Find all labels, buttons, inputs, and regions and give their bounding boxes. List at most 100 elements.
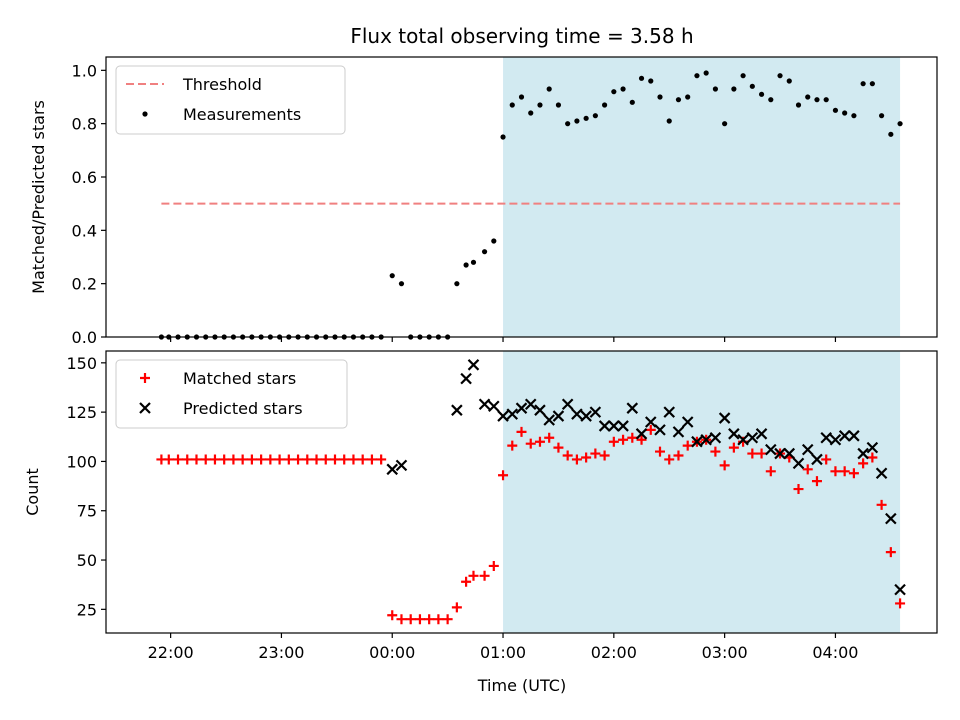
- x-tick-label: 23:00: [258, 643, 304, 662]
- matched-star-point: [451, 602, 462, 613]
- matched-star-point: [599, 450, 610, 461]
- series-x: [386, 359, 906, 596]
- x-tick-label: 04:00: [812, 643, 858, 662]
- matched-star-point: [719, 460, 730, 471]
- matched-star-point: [479, 570, 490, 581]
- matched-star-point: [396, 614, 407, 625]
- matched-star-point: [525, 438, 536, 449]
- predicted-star-point: [561, 398, 574, 411]
- predicted-star-point: [848, 430, 860, 442]
- matched-star-point: [645, 424, 656, 435]
- top-panel-ylabel: Matched/Predicted stars: [29, 100, 48, 294]
- axes-frame: [105, 56, 938, 338]
- matched-star-point: [357, 454, 368, 465]
- measurement-point: [823, 97, 829, 103]
- predicted-star-point: [838, 430, 851, 442]
- matched-star-point: [802, 464, 813, 475]
- x-axis-label: Time (UTC): [477, 676, 566, 695]
- matched-star-point: [320, 454, 331, 465]
- matched-star-point: [182, 454, 193, 465]
- matched-star-point: [839, 466, 850, 477]
- predicted-star-point: [866, 441, 879, 454]
- matched-star-point: [507, 440, 518, 451]
- predicted-star-point: [792, 457, 805, 470]
- matched-star-point: [747, 448, 758, 459]
- predicted-star-point: [478, 398, 491, 411]
- measurement-point: [463, 262, 469, 268]
- measurement-point: [518, 94, 525, 100]
- matched-star-point: [200, 454, 211, 465]
- predicted-star-point: [506, 408, 519, 420]
- matched-star-point: [627, 432, 638, 443]
- y-tick-label: 0.8: [72, 115, 97, 134]
- predicted-star-point: [488, 400, 500, 412]
- matched-star-point: [293, 454, 304, 465]
- observing-window-span: [503, 351, 901, 633]
- predicted-star-point: [635, 428, 648, 440]
- measurement-point: [731, 86, 737, 92]
- matched-star-point: [756, 448, 767, 459]
- matched-star-point: [830, 466, 841, 477]
- measurement-point: [555, 102, 562, 108]
- matched-star-point: [461, 576, 472, 587]
- y-tick-label: 50: [77, 551, 97, 570]
- measurement-point: [685, 94, 691, 100]
- legend-label: Matched stars: [183, 369, 296, 388]
- measurement-point: [500, 134, 506, 140]
- matched-star-point: [468, 570, 479, 581]
- predicted-star-point: [801, 443, 814, 456]
- predicted-star-point: [663, 406, 676, 418]
- measurement-point: [666, 118, 672, 124]
- measurement-point: [777, 73, 783, 79]
- y-tick-label: 125: [66, 403, 97, 422]
- predicted-star-point: [608, 420, 620, 432]
- measurement-point: [648, 78, 654, 84]
- measurement-point: [611, 89, 617, 95]
- legend-label: Measurements: [183, 105, 301, 124]
- matched-star-point: [329, 454, 340, 465]
- predicted-star-point: [672, 426, 685, 438]
- predicted-star-point: [617, 420, 629, 432]
- legend-box: [115, 65, 346, 135]
- matched-star-point: [534, 436, 545, 447]
- measurement-point: [879, 113, 885, 119]
- matched-star-point: [414, 614, 425, 625]
- matched-star-point: [246, 454, 257, 465]
- predicted-star-point: [894, 583, 906, 596]
- matched-star-point: [571, 454, 582, 465]
- measurement-point: [897, 121, 903, 127]
- matched-star-point: [858, 458, 869, 469]
- matched-star-point: [173, 454, 184, 465]
- predicted-star-point: [626, 402, 639, 414]
- matched-star-point: [876, 499, 887, 510]
- measurement-point: [758, 91, 765, 97]
- y-tick-label: 150: [66, 354, 97, 373]
- top-panel: 0.00.20.40.60.81.0ThresholdMeasurements …: [29, 56, 938, 347]
- predicted-star-point: [737, 433, 749, 446]
- predicted-star-point: [497, 410, 509, 422]
- matched-star-point: [608, 436, 619, 447]
- measurement-point: [481, 249, 488, 255]
- measurement-point: [509, 102, 515, 108]
- measurement-point: [842, 110, 848, 116]
- predicted-star-point: [681, 416, 694, 428]
- predicted-star-point: [755, 428, 768, 440]
- matched-star-point: [228, 454, 239, 465]
- matched-star-point: [793, 484, 804, 495]
- predicted-star-point: [811, 453, 823, 466]
- matched-star-point: [424, 614, 435, 625]
- y-tick-label: 25: [77, 600, 97, 619]
- matched-star-point: [209, 454, 220, 465]
- legend-measurement-swatch: [142, 111, 148, 117]
- measurement-point: [389, 273, 395, 279]
- predicted-star-point: [885, 512, 897, 525]
- measurement-point: [454, 281, 460, 287]
- matched-star-point: [811, 476, 822, 487]
- matched-star-point: [581, 452, 592, 463]
- measurement-point: [638, 75, 645, 81]
- x-tick-label: 00:00: [369, 643, 415, 662]
- matched-star-point: [590, 448, 601, 459]
- predicted-star-point: [460, 372, 472, 385]
- measurement-point: [814, 97, 820, 103]
- matched-star-point: [256, 454, 267, 465]
